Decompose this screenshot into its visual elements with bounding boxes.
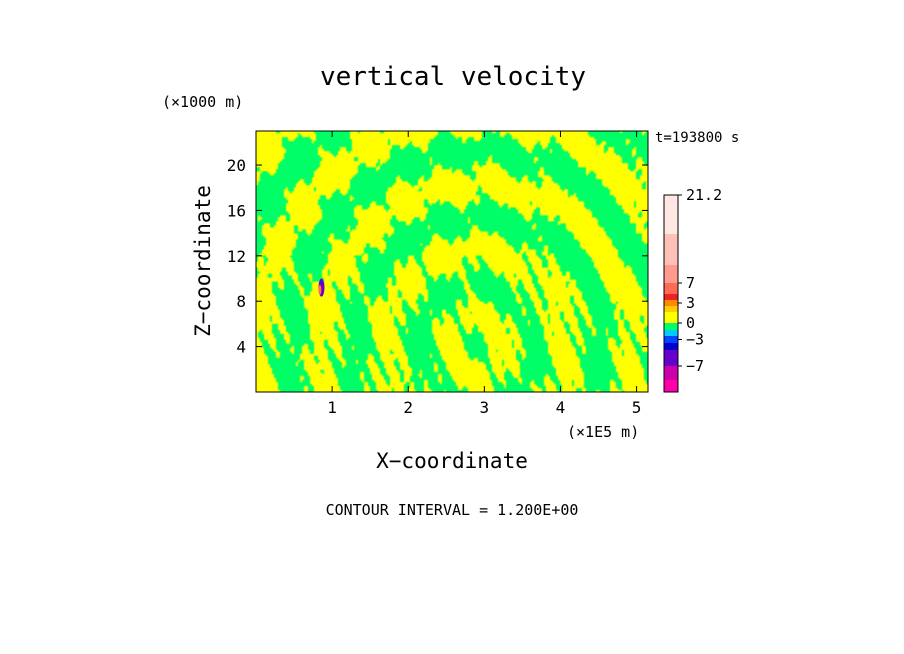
- colorbar-label: 7: [686, 274, 695, 292]
- colorbar-band: [664, 343, 678, 350]
- colorbar-band: [664, 312, 678, 323]
- y-tick-label: 16: [227, 201, 246, 220]
- colorbar-band: [664, 294, 678, 300]
- y-axis-ticks: 4 8 12 16 20: [227, 156, 648, 357]
- colorbar-band: [664, 265, 678, 283]
- velocity-field: [256, 131, 648, 392]
- colorbar: 21.2 7 3 0−3 −7: [663, 186, 722, 393]
- colorbar-label: 3: [686, 294, 695, 312]
- colorbar-band: [664, 330, 678, 336]
- colorbar-band: [664, 283, 678, 294]
- colorbar-label: −3: [686, 331, 704, 349]
- y-axis-label: Z−coordinate: [191, 185, 215, 337]
- y-tick-label: 8: [236, 292, 246, 311]
- colorbar-band: [664, 336, 678, 343]
- colorbar-band: [664, 366, 678, 380]
- colorbar-band: [664, 350, 678, 366]
- y-tick-label: 12: [227, 247, 246, 266]
- x-tick-label: 1: [327, 398, 337, 417]
- x-tick-label: 2: [403, 398, 413, 417]
- x-axis-label: X−coordinate: [376, 449, 528, 473]
- positive-anomaly: [318, 284, 322, 295]
- plot-frame: [255, 130, 649, 393]
- colorbar-band: [664, 195, 678, 234]
- colorbar-frame: [663, 194, 679, 393]
- x-tick-label: 4: [556, 398, 566, 417]
- colorbar-band: [664, 323, 678, 330]
- x-axis-unit: (×1E5 m): [567, 423, 639, 441]
- y-tick-label: 20: [227, 156, 246, 175]
- x-axis-ticks: 1 2 3 4 5: [327, 131, 641, 417]
- time-label: t=193800 s: [655, 130, 739, 146]
- colorbar-band: [664, 234, 678, 265]
- colorbar-band: [664, 380, 678, 392]
- colorbar-label: 21.2: [686, 186, 722, 204]
- colorbar-label: −7: [686, 357, 704, 375]
- x-tick-label: 5: [632, 398, 642, 417]
- colorbar-band: [664, 300, 678, 306]
- y-axis-unit: (×1000 m): [162, 93, 243, 111]
- colorbar-band: [664, 306, 678, 312]
- y-tick-label: 4: [236, 338, 246, 357]
- velocity-field-raster: [256, 131, 648, 392]
- chart-title: vertical velocity: [320, 62, 586, 92]
- contour-interval-footer: CONTOUR INTERVAL = 1.200E+00: [326, 501, 579, 519]
- colorbar-label: 0: [686, 314, 695, 332]
- x-tick-label: 3: [480, 398, 490, 417]
